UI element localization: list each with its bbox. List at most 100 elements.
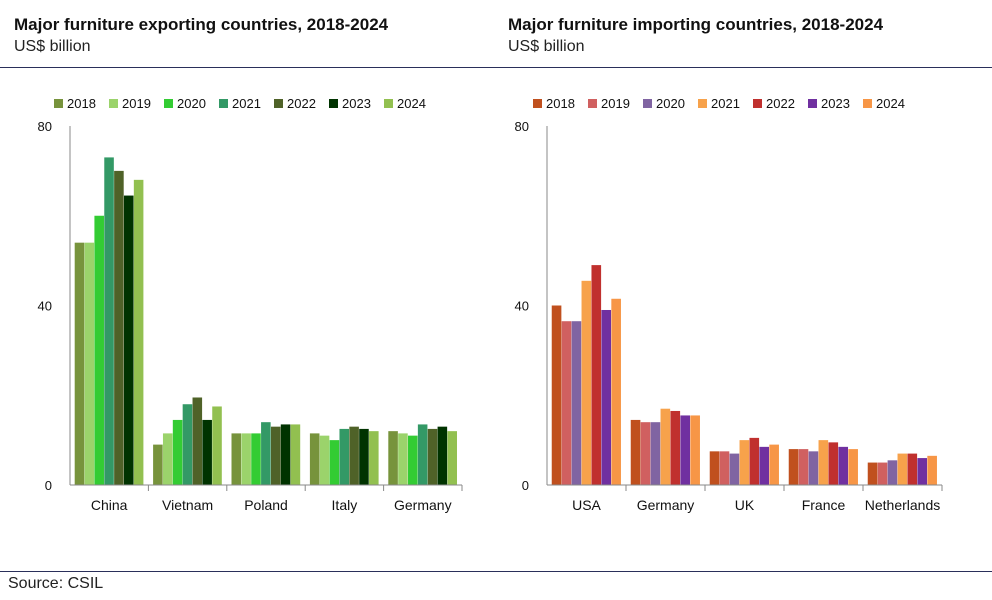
bar — [192, 397, 203, 485]
bar — [251, 433, 261, 485]
bar — [611, 298, 621, 485]
legend-label: 2018 — [67, 96, 96, 111]
bar — [94, 215, 104, 485]
x-tick-label: Germany — [637, 497, 695, 513]
legend-swatch — [533, 99, 542, 108]
bar — [877, 462, 888, 485]
y-tick-label: 0 — [522, 478, 529, 493]
legend-label: 2021 — [711, 96, 740, 111]
x-tick-label: Poland — [244, 497, 288, 513]
bar — [591, 265, 602, 485]
y-tick-label: 0 — [45, 478, 52, 493]
bar — [719, 451, 730, 485]
bar — [84, 242, 95, 485]
bar — [153, 444, 163, 485]
bar — [838, 446, 849, 485]
bar — [427, 428, 438, 485]
bar — [290, 424, 301, 485]
legend-swatch — [863, 99, 872, 108]
legend-label: 2024 — [876, 96, 905, 111]
bar — [759, 446, 770, 485]
x-tick-label: Italy — [332, 497, 358, 513]
chart-subtitle: US$ billion — [508, 38, 585, 55]
legend-swatch — [219, 99, 228, 108]
bar — [388, 431, 398, 485]
legend-label: 2024 — [397, 96, 426, 111]
y-tick-label: 40 — [38, 299, 52, 314]
legend-swatch — [698, 99, 707, 108]
bar — [369, 431, 379, 485]
legend-label: 2021 — [232, 96, 261, 111]
bar — [640, 422, 651, 485]
bar — [212, 406, 222, 485]
bar — [907, 453, 918, 485]
x-tick-label: Germany — [394, 497, 452, 513]
bar — [690, 415, 700, 485]
x-tick-label: France — [802, 497, 846, 513]
bar — [309, 433, 320, 485]
bar — [887, 460, 898, 485]
bar — [561, 321, 572, 485]
bar — [447, 431, 457, 485]
bar — [339, 428, 350, 485]
legend-label: 2020 — [656, 96, 685, 111]
bar — [828, 442, 839, 485]
bar — [349, 426, 359, 485]
x-tick-label: Vietnam — [162, 497, 213, 513]
legend-swatch — [274, 99, 283, 108]
bar — [769, 444, 779, 485]
bar — [808, 451, 819, 485]
bar — [680, 415, 691, 485]
bar — [319, 435, 330, 485]
bar — [917, 458, 928, 485]
x-tick-label: Netherlands — [865, 497, 941, 513]
bar — [359, 428, 369, 485]
bar — [114, 170, 124, 486]
legend-label: 2019 — [601, 96, 630, 111]
legend-swatch — [109, 99, 118, 108]
bar — [670, 410, 681, 485]
bar — [417, 424, 428, 485]
bar — [280, 424, 291, 485]
bar — [601, 309, 612, 485]
legend-label: 2019 — [122, 96, 151, 111]
bar — [551, 305, 562, 485]
legend-swatch — [384, 99, 393, 108]
bar — [571, 321, 582, 485]
bar — [927, 455, 937, 485]
chart-exports: 2018 2019 2020 2021 2022 2023 2024 0 40 80 China Vi… — [38, 96, 463, 513]
legend-swatch — [808, 99, 817, 108]
chart-subtitle: US$ billion — [14, 38, 91, 55]
bar — [848, 449, 858, 485]
legend-label: 2023 — [342, 96, 371, 111]
source-note: Source: CSIL — [8, 575, 104, 592]
bar — [897, 453, 908, 485]
right-chart-header: Major furniture importing countries, 201… — [508, 14, 883, 58]
legend-label: 2020 — [177, 96, 206, 111]
bar — [398, 433, 408, 485]
bar — [261, 422, 271, 485]
bar — [749, 437, 760, 485]
top-divider — [0, 67, 992, 68]
bar — [231, 433, 242, 485]
legend-swatch — [643, 99, 652, 108]
bar — [650, 422, 661, 485]
x-tick-label: China — [91, 497, 128, 513]
bar — [241, 433, 251, 485]
bar — [104, 157, 114, 485]
bottom-divider — [0, 571, 992, 572]
bar — [798, 449, 809, 485]
charts-canvas: 2018 2019 2020 2021 2022 2023 2024 0 40 80 China Vi… — [38, 96, 943, 513]
bar — [788, 449, 799, 485]
bar — [123, 195, 134, 485]
y-tick-label: 80 — [515, 119, 529, 134]
legend-label: 2022 — [287, 96, 316, 111]
chart-title: Major furniture importing countries, 201… — [508, 15, 884, 34]
bar — [581, 280, 592, 485]
legend-label: 2022 — [766, 96, 795, 111]
x-tick-label: UK — [735, 497, 755, 513]
bar — [329, 440, 340, 486]
left-chart-header: Major furniture exporting countries, 201… — [14, 14, 388, 58]
bar — [74, 242, 85, 485]
legend-swatch — [164, 99, 173, 108]
